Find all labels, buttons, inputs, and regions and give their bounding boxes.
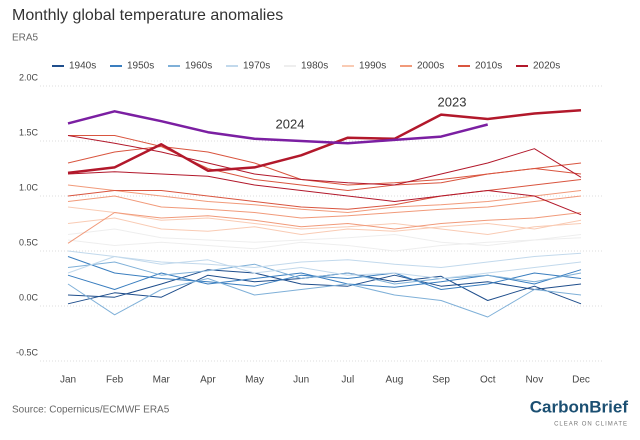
y-tick-label: 0.5C (19, 237, 39, 247)
x-tick-label: May (245, 375, 264, 386)
y-tick-label: 0.0C (19, 292, 39, 302)
decade-line (67, 184, 582, 213)
decade-line (67, 217, 582, 235)
decade-line (68, 135, 582, 186)
annotation: 2023 (438, 94, 467, 109)
x-tick-label: Nov (525, 375, 543, 386)
source: Source: Copernicus/ECMWF ERA5 (12, 405, 170, 416)
decade-line (67, 269, 582, 298)
decade-line (67, 206, 582, 235)
decade-line (67, 256, 582, 290)
legend-label: 1980s (301, 61, 328, 72)
decade-line (67, 278, 582, 318)
legend-label: 1990s (359, 61, 386, 72)
chart-title: Monthly global temperature anomalies (12, 7, 283, 24)
decade-line (67, 135, 582, 186)
decade-line (67, 256, 582, 279)
legend-label: 1970s (243, 61, 270, 72)
y-tick-label: -0.5C (16, 347, 39, 357)
x-tick-label: Aug (386, 375, 404, 386)
y-tick-label: 1.0C (19, 182, 39, 192)
decade-line (67, 261, 582, 285)
x-tick-label: Dec (572, 375, 590, 386)
highlight-line (67, 108, 582, 175)
decade-line (67, 195, 582, 219)
x-tick-label: Apr (200, 375, 216, 386)
logo: CarbonBrief (530, 397, 629, 416)
x-tick-label: Jul (341, 375, 354, 386)
chart-subtitle: ERA5 (12, 33, 39, 44)
decade-line (67, 250, 582, 268)
y-tick-label: 1.5C (19, 127, 39, 137)
highlight-line (67, 110, 489, 145)
decade-line (67, 171, 582, 216)
decade-line (67, 237, 582, 252)
x-tick-label: Sep (432, 375, 450, 386)
x-tick-label: Jun (293, 375, 309, 386)
decade-line (67, 179, 582, 210)
legend-label: 1950s (127, 61, 154, 72)
annotation: 2024 (276, 116, 305, 131)
decade-line (67, 212, 582, 244)
x-tick-label: Mar (153, 375, 171, 386)
x-tick-label: Feb (106, 375, 124, 386)
legend-label: 1960s (185, 61, 212, 72)
legend-label: 2000s (417, 61, 444, 72)
legend-label: 2020s (533, 61, 560, 72)
legend-label: 2010s (475, 61, 502, 72)
x-tick-label: Oct (480, 375, 496, 386)
logo-tagline: CLEAR ON CLIMATE (554, 422, 628, 428)
y-tick-label: 2.0C (19, 72, 39, 82)
legend-label: 1940s (69, 61, 96, 72)
x-tick-label: Jan (60, 375, 76, 386)
decade-line (67, 228, 582, 246)
